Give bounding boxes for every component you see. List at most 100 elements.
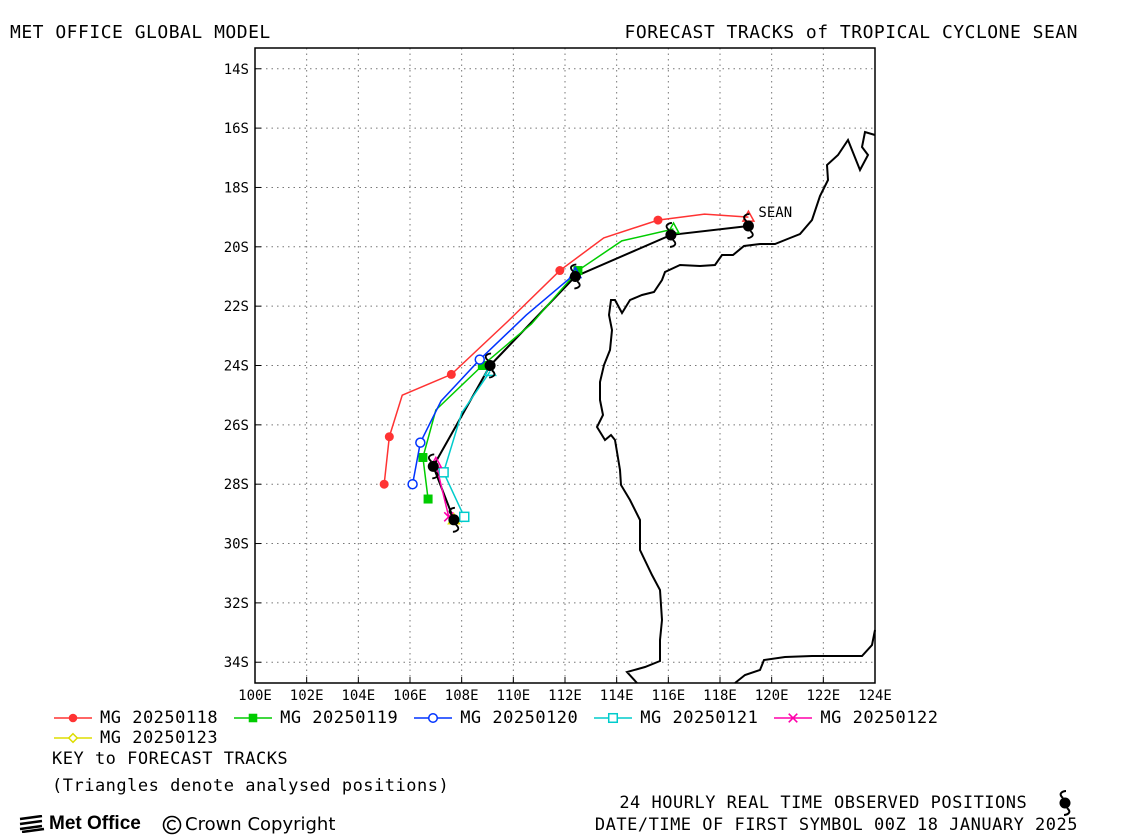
legend-label: MG 20250121 [640, 708, 759, 728]
y-tick-label: 22S [224, 299, 249, 315]
copyright-icon [162, 815, 182, 834]
legend-row-2: MG 20250123 [52, 728, 232, 750]
x-tick-label: 100E [238, 688, 272, 700]
legend-swatch [594, 712, 633, 724]
legend-swatch [54, 732, 92, 744]
legend-item: MG 20250123 [52, 728, 218, 748]
x-tick-label: 122E [806, 688, 840, 700]
legend-item: MG 20250122 [772, 708, 938, 728]
x-tick-label: 116E [651, 688, 685, 700]
x-tick-label: 106E [393, 688, 427, 700]
observed-cyclone-symbol [665, 222, 677, 248]
australia-south-coast [734, 629, 876, 684]
observed-cyclone-symbol [448, 506, 460, 533]
x-tick-label: 118E [703, 688, 737, 700]
legend-item: MG 20250121 [592, 708, 758, 728]
track-marker-open-circle [415, 437, 426, 448]
track-marker-filled-circle [446, 369, 456, 379]
observed-note-text: 24 HOURLY REAL TIME OBSERVED POSITIONS [619, 793, 1028, 813]
australia-west-coast [595, 130, 876, 684]
observed-cyclone-symbol [742, 213, 754, 239]
first-symbol-datetime: DATE/TIME OF FIRST SYMBOL 00Z 18 JANUARY… [594, 815, 1078, 835]
key-note: (Triangles denote analysed positions) [52, 776, 450, 796]
track-marker-filled-circle [68, 713, 78, 723]
track-map: SEAN 100E 102E 104E 106E 108E 110E 112E 114E 116… [224, 47, 892, 700]
legend-item: MG 20250120 [412, 708, 578, 728]
x-tick-label: 110E [496, 688, 530, 700]
coastline [595, 130, 876, 684]
legend-label: MG 20250120 [460, 708, 579, 728]
axis-labels: 100E 102E 104E 106E 108E 110E 112E 114E 116E 118E… [224, 62, 892, 700]
met-office-logo: Met Office [18, 813, 141, 835]
track-marker-filled-square [248, 713, 258, 723]
legend-swatch [234, 713, 273, 723]
y-tick-label: 14S [224, 62, 249, 78]
track-marker-cross [788, 713, 799, 723]
observed-cyclone-symbol [427, 453, 439, 480]
observed-track-line [432, 225, 749, 521]
track-marker-filled-square [477, 361, 487, 370]
track-marker-filled-circle [555, 266, 565, 276]
x-tick-label: 114E [600, 688, 634, 700]
legend-swatch [774, 713, 813, 723]
map-grid [255, 48, 875, 683]
key-title: KEY to FORECAST TRACKS [52, 749, 289, 769]
track-marker-open-circle [407, 478, 418, 490]
track-marker-open-circle [428, 712, 439, 724]
legend-row-1: MG 20250118 MG 20250119 MG 20250120 MG 2025… [52, 708, 952, 730]
track-marker-open-square [459, 511, 470, 523]
track-marker-open-square [438, 467, 449, 478]
logo-text: Met Office [49, 813, 141, 834]
copyright-notice: Crown Copyright [162, 814, 335, 835]
model-title: MET OFFICE GLOBAL MODEL [10, 22, 271, 43]
track-marker-filled-circle [653, 215, 663, 225]
storm-name-label: SEAN [758, 205, 792, 221]
legend-label: MG 20250122 [820, 708, 939, 728]
legend-swatch [414, 712, 453, 724]
legend-label: MG 20250123 [100, 728, 219, 748]
copyright-text: Crown Copyright [185, 814, 336, 835]
track-marker-filled-square [418, 452, 428, 462]
y-tick-label: 18S [224, 180, 249, 196]
y-tick-label: 16S [224, 121, 249, 137]
observed-cyclone-symbol [484, 352, 496, 379]
track-marker-open-circle [474, 354, 485, 365]
track-marker-open-square [608, 712, 619, 724]
forecast-track-line [411, 272, 576, 485]
track-marker-filled-square [573, 266, 583, 276]
y-tick-label: 32S [224, 596, 249, 612]
forecast-track [407, 265, 583, 490]
x-tick-label: 112E [548, 688, 582, 700]
track-marker-filled-circle [384, 432, 394, 442]
x-tick-label: 104E [341, 688, 375, 700]
x-tick-label: 108E [445, 688, 479, 700]
y-tick-label: 26S [224, 418, 249, 434]
track-marker-filled-circle [379, 479, 389, 489]
cyclone-symbol-icon [1059, 790, 1071, 816]
legend-item: MG 20250118 [52, 708, 218, 728]
y-tick-label: 30S [224, 537, 249, 553]
forecast-track-line [442, 371, 491, 518]
forecast-track-line [383, 213, 749, 485]
x-tick-label: 102E [290, 688, 324, 700]
track-marker-filled-square [423, 494, 433, 504]
x-tick-label: 120E [755, 688, 789, 700]
x-tick-label: 124E [858, 688, 892, 700]
forecast-track-line [435, 463, 450, 518]
forecast-track-line [422, 228, 674, 500]
observed-cyclone-symbol [569, 263, 581, 290]
y-tick-label: 34S [224, 655, 249, 671]
forecast-track [379, 209, 756, 489]
track-marker-open-diamond [67, 732, 79, 744]
legend-swatch [54, 713, 92, 723]
y-tick-label: 24S [224, 359, 249, 375]
observed-track [432, 225, 749, 521]
forecast-track [438, 363, 497, 523]
chart-title: FORECAST TRACKS of TROPICAL CYCLONE SEAN [624, 22, 1078, 43]
y-tick-label: 28S [224, 477, 249, 493]
met-office-logo-icon [19, 815, 45, 833]
forecast-track [418, 221, 681, 504]
legend-item: MG 20250119 [232, 708, 398, 728]
observed-positions-note: 24 HOURLY REAL TIME OBSERVED POSITIONS [619, 790, 1078, 816]
legend-label: MG 20250118 [100, 708, 219, 728]
